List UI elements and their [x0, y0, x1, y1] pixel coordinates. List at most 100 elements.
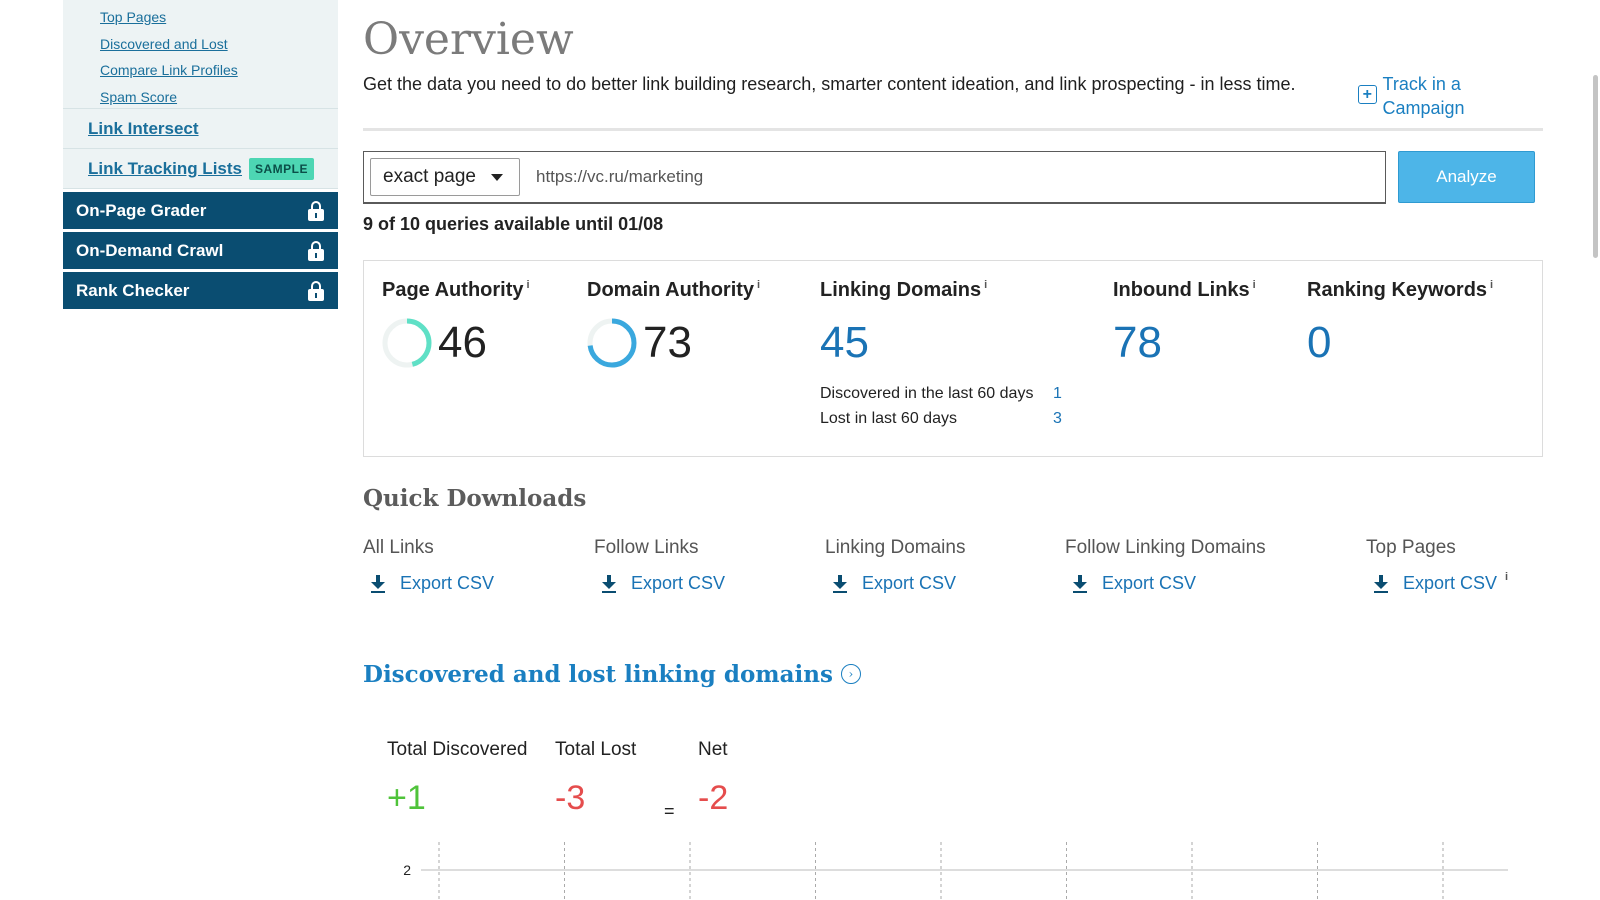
linking-domains-sub-stats: Discovered in the last 60 days 1 Lost in… — [820, 381, 1065, 431]
info-icon[interactable]: i — [1252, 279, 1256, 292]
metric-label: Linking Domains i — [820, 279, 988, 301]
metric-page-authority: Page Authority i 46 — [382, 279, 530, 368]
download-icon — [370, 574, 386, 593]
scope-select[interactable]: exact page — [370, 158, 520, 196]
sidebar-item-link-intersect[interactable]: Link Intersect — [88, 118, 199, 138]
linking-domains-value[interactable]: 45 — [820, 318, 869, 367]
inbound-links-value[interactable]: 78 — [1113, 318, 1162, 367]
main-content: Overview Get the data you need to do bet… — [363, 0, 1543, 849]
url-input[interactable] — [536, 167, 1356, 187]
sidebar-item-top-pages[interactable]: Top Pages — [100, 9, 167, 25]
quick-downloads-title: Quick Downloads — [363, 485, 587, 512]
chart-x-gridlines — [438, 842, 1444, 900]
info-icon[interactable]: i — [1490, 279, 1494, 292]
sidebar-item-label: On-Demand Crawl — [76, 240, 224, 260]
metric-value: 46 — [382, 318, 530, 368]
discovered-count-link[interactable]: 1 — [1053, 384, 1062, 402]
lock-icon — [308, 200, 324, 221]
metric-label: Inbound Links i — [1113, 279, 1256, 301]
analyze-button[interactable]: Analyze — [1398, 151, 1535, 203]
metric-label: Ranking Keywords i — [1307, 279, 1494, 301]
y-tick-label: 2 — [403, 862, 411, 878]
info-icon[interactable]: i — [757, 279, 761, 292]
ranking-keywords-value[interactable]: 0 — [1307, 318, 1332, 367]
search-row: exact page Analyze — [363, 151, 1543, 204]
page-authority-value: 46 — [438, 318, 487, 367]
intro-row: Get the data you need to do better link … — [363, 72, 1543, 131]
download-follow-linking-domains: Follow Linking Domains Export CSV — [1065, 537, 1266, 594]
sidebar-row-link-tracking: Link Tracking Lists SAMPLE — [63, 149, 338, 189]
sidebar-item-compare-link-profiles[interactable]: Compare Link Profiles — [100, 62, 238, 78]
info-icon[interactable]: i — [1505, 571, 1509, 583]
metric-ranking-keywords: Ranking Keywords i 0 — [1307, 279, 1493, 368]
domain-authority-value: 73 — [643, 318, 692, 367]
page-title: Overview — [363, 14, 574, 65]
equals-sign: = — [664, 801, 675, 821]
export-csv-button[interactable]: Export CSV — [832, 573, 965, 594]
download-icon — [832, 574, 848, 593]
lock-icon — [308, 280, 324, 301]
sidebar-item-on-demand-crawl[interactable]: On-Demand Crawl — [63, 232, 338, 269]
sidebar-item-rank-checker[interactable]: Rank Checker — [63, 272, 338, 309]
total-discovered: Total Discovered +1 — [387, 739, 528, 817]
discovered-lost-totals: Total Discovered +1 Total Lost -3 = Net … — [363, 739, 1543, 849]
export-csv-button[interactable]: Export CSV — [370, 573, 494, 594]
info-icon[interactable]: i — [984, 279, 988, 292]
metrics-card: Page Authority i 46 Domain Authority i 73 … — [363, 260, 1543, 457]
download-label: All Links — [363, 537, 434, 558]
sidebar-item-label: On-Page Grader — [76, 200, 207, 220]
download-icon — [601, 574, 617, 593]
sidebar: Top Pages Discovered and Lost Compare Li… — [63, 0, 338, 315]
queries-remaining: 9 of 10 queries available until 01/08 — [363, 214, 664, 234]
total-lost-value: -3 — [555, 779, 586, 817]
intro-text: Get the data you need to do better link … — [363, 74, 1296, 94]
sidebar-row-link-intersect: Link Intersect — [63, 109, 338, 149]
metric-label: Page Authority i — [382, 279, 530, 301]
metric-value: 73 — [587, 318, 760, 368]
sample-badge: SAMPLE — [249, 157, 315, 180]
download-label: Top Pages — [1366, 537, 1456, 558]
net-value: -2 — [698, 779, 729, 817]
lost-stat: Lost in last 60 days 3 — [820, 406, 1065, 431]
sidebar-item-on-page-grader[interactable]: On-Page Grader — [63, 192, 338, 229]
scrollbar[interactable] — [1593, 75, 1598, 258]
quick-downloads: All Links Export CSV Follow Links Export… — [363, 537, 1543, 633]
download-icon — [1373, 574, 1389, 593]
domain-authority-ring — [587, 318, 637, 368]
sidebar-item-discovered-and-lost[interactable]: Discovered and Lost — [100, 35, 228, 52]
discovered-lost-chart: 2 — [403, 842, 1508, 900]
page-authority-ring — [382, 318, 432, 368]
export-csv-button[interactable]: Export CSV — [1373, 573, 1497, 594]
plus-square-icon: + — [1358, 85, 1377, 104]
sidebar-item-spam-score[interactable]: Spam Score — [100, 88, 178, 105]
caret-down-icon — [491, 174, 503, 181]
lock-icon — [308, 240, 324, 261]
download-follow-links: Follow Links Export CSV — [594, 537, 725, 594]
lost-count-link[interactable]: 3 — [1053, 409, 1062, 427]
track-in-campaign-link[interactable]: + Track in a Campaign — [1358, 72, 1543, 120]
info-icon[interactable]: i — [526, 279, 530, 292]
track-in-campaign-label: Track in a Campaign — [1382, 74, 1465, 118]
total-discovered-value: +1 — [387, 779, 426, 817]
chevron-right-circle-icon[interactable]: › — [840, 664, 861, 684]
download-linking-domains: Linking Domains Export CSV — [825, 537, 965, 594]
total-lost: Total Lost -3 — [555, 739, 637, 817]
export-csv-button[interactable]: Export CSV — [601, 573, 725, 594]
search-box: exact page — [363, 151, 1386, 204]
discovered-stat: Discovered in the last 60 days 1 — [820, 381, 1065, 406]
download-icon — [1072, 574, 1088, 593]
discovered-lost-title[interactable]: Discovered and lost linking domains › — [363, 659, 1543, 689]
net-total: Net -2 — [698, 739, 729, 817]
scope-select-value: exact page — [383, 166, 476, 187]
metric-inbound-links: Inbound Links i 78 — [1113, 279, 1256, 368]
download-label: Follow Linking Domains — [1065, 537, 1266, 558]
metric-domain-authority: Domain Authority i 73 — [587, 279, 760, 368]
metric-linking-domains: Linking Domains i 45 Discovered in the la… — [820, 279, 1065, 431]
sidebar-item-label: Rank Checker — [76, 280, 190, 300]
download-top-pages: Top Pages Export CSV — [1366, 537, 1497, 594]
export-csv-button[interactable]: Export CSV — [1072, 573, 1266, 594]
download-label: Follow Links — [594, 537, 699, 558]
sidebar-sub-list: Top Pages Discovered and Lost Compare Li… — [63, 0, 338, 109]
download-all-links: All Links Export CSV — [363, 537, 494, 594]
sidebar-item-link-tracking-lists[interactable]: Link Tracking Lists — [88, 158, 242, 178]
